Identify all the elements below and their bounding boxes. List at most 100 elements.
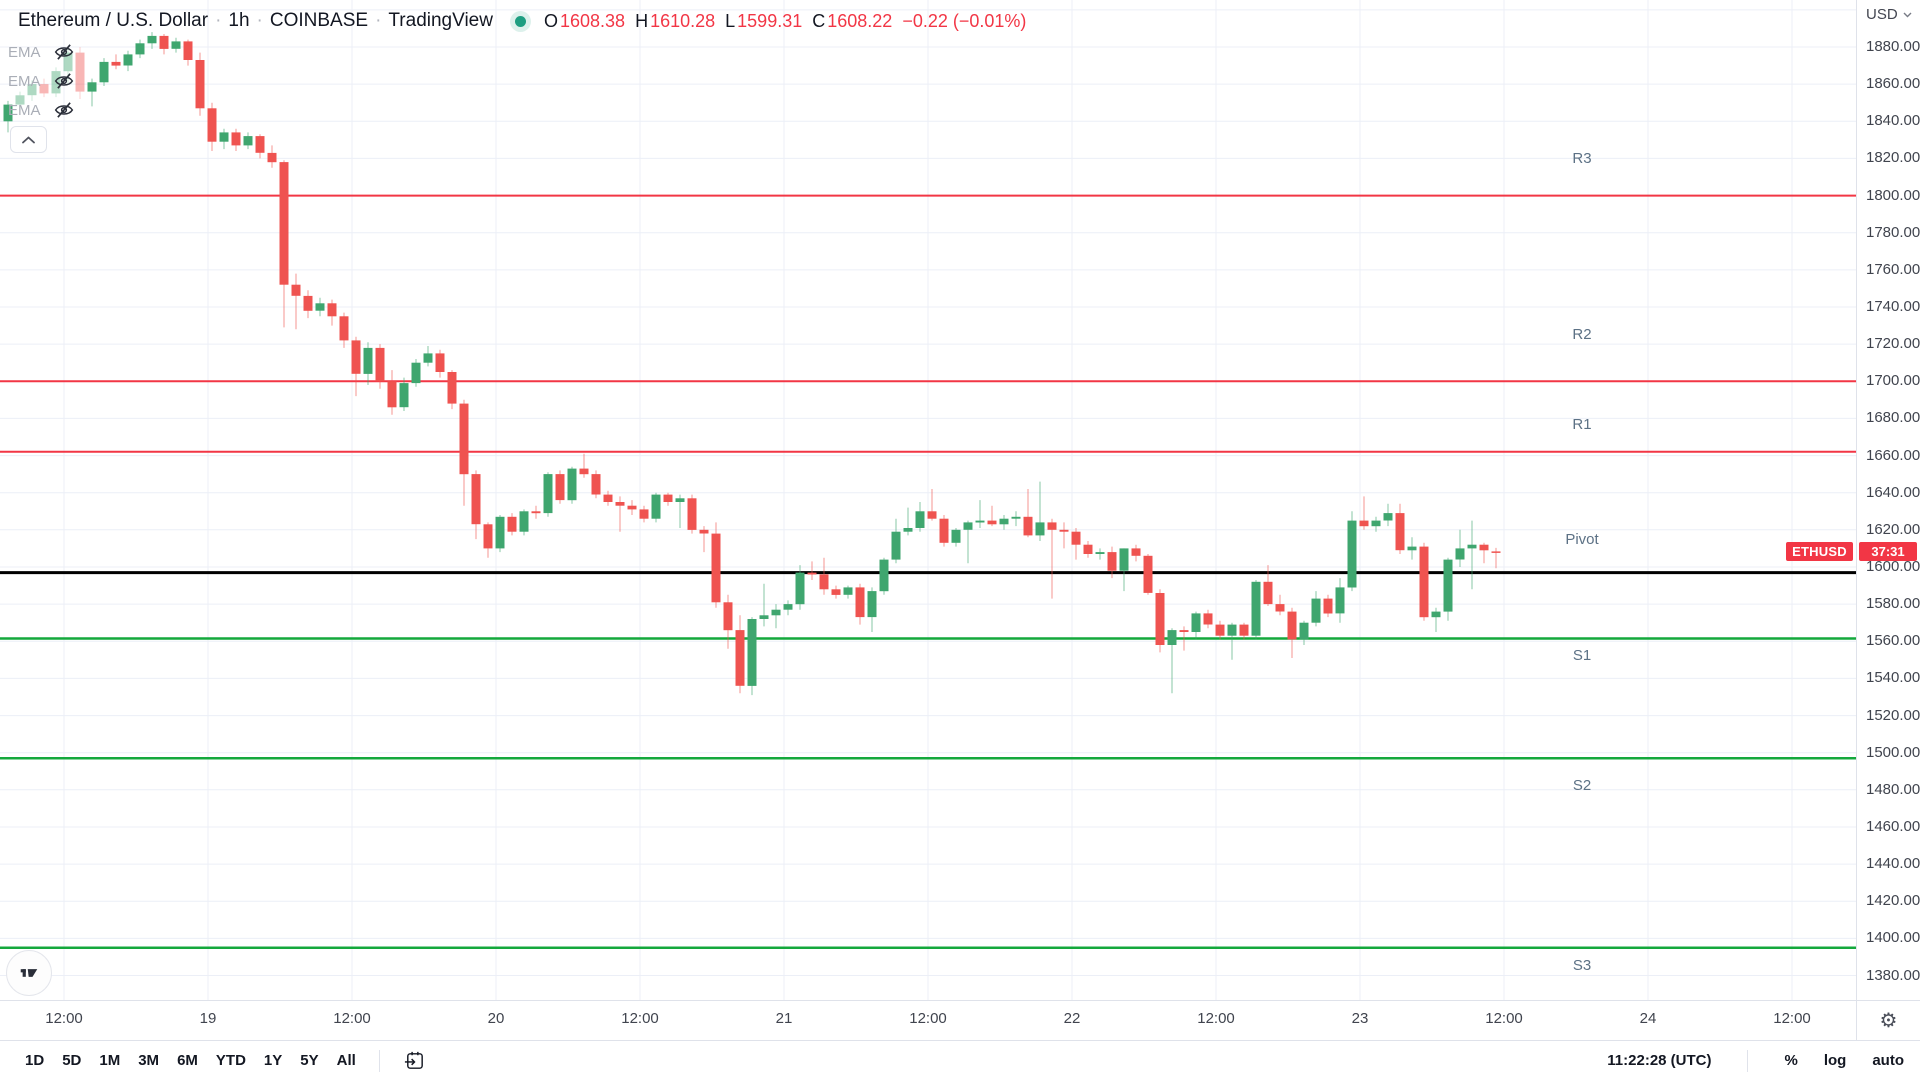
- ema-label: EMA: [8, 43, 41, 61]
- range-button-3m[interactable]: 3M: [138, 1051, 160, 1069]
- pivot-label-r1: R1: [1572, 415, 1592, 433]
- calendar-goto-icon: [404, 1051, 423, 1069]
- price-tick: 1580.00: [1866, 595, 1920, 613]
- price-tick: 1500.00: [1866, 743, 1920, 761]
- time-tick: 23: [1351, 1010, 1369, 1027]
- toolbar-divider: [1747, 1049, 1749, 1072]
- percent-scale-toggle[interactable]: %: [1784, 1052, 1798, 1069]
- price-tick: 1520.00: [1866, 706, 1920, 724]
- pivot-label-r3: R3: [1572, 149, 1592, 167]
- price-tick: 1440.00: [1866, 855, 1920, 873]
- candlestick-chart[interactable]: [0, 0, 1856, 1005]
- time-tick: 12:00: [1197, 1010, 1235, 1027]
- ohlc-readout: O 1608.38 H 1610.28 L 1599.31 C 1608.22 …: [544, 11, 1026, 32]
- indicator-row-ema-2[interactable]: EMA: [8, 69, 74, 93]
- range-button-all[interactable]: All: [336, 1051, 356, 1069]
- time-tick: 12:00: [333, 1010, 371, 1027]
- low-value: 1599.31: [737, 10, 803, 31]
- range-button-5y[interactable]: 5Y: [300, 1051, 319, 1069]
- indicator-row-ema-1[interactable]: EMA: [8, 40, 74, 64]
- price-tick: 1620.00: [1866, 520, 1920, 538]
- chart-area[interactable]: Ethereum / U.S. Dollar · 1h · COINBASE ·…: [0, 0, 1856, 1000]
- range-button-5d[interactable]: 5D: [62, 1051, 82, 1069]
- symbol-title[interactable]: Ethereum / U.S. Dollar: [18, 10, 209, 31]
- range-button-1y[interactable]: 1Y: [263, 1051, 283, 1069]
- open-value: 1608.38: [559, 10, 626, 31]
- toolbar-divider: [378, 1049, 380, 1072]
- range-button-1d[interactable]: 1D: [25, 1051, 45, 1069]
- pivot-label-s1: S1: [1572, 647, 1592, 665]
- interval-label[interactable]: 1h: [228, 10, 250, 31]
- last-price-symbol-tag: ETHUSD: [1786, 542, 1853, 562]
- price-tick: 1420.00: [1866, 892, 1920, 910]
- range-button-1m[interactable]: 1M: [99, 1051, 121, 1069]
- price-tick: 1880.00: [1866, 38, 1920, 55]
- time-axis[interactable]: 12:00 19 12:00 20 12:00 21 12:00 22 12:00 23 12:00…: [0, 1000, 1856, 1040]
- legend-separator: ·: [256, 10, 263, 31]
- price-tick: 1680.00: [1866, 409, 1920, 427]
- open-label: O: [543, 10, 558, 31]
- time-tick: 12:00: [45, 1010, 83, 1027]
- price-tick: 1720.00: [1866, 335, 1920, 353]
- gear-icon[interactable]: ⚙: [1879, 1009, 1898, 1032]
- eye-hidden-icon[interactable]: [54, 100, 74, 120]
- pivot-label-s3: S3: [1572, 956, 1592, 974]
- collapse-legend-button[interactable]: [10, 126, 47, 153]
- bar-countdown-badge: 37:31: [1859, 542, 1917, 562]
- price-tick: 1460.00: [1866, 817, 1920, 835]
- price-tick: 1400.00: [1866, 929, 1920, 947]
- time-tick: 19: [199, 1010, 217, 1027]
- go-to-date-button[interactable]: [394, 1045, 435, 1076]
- pivot-label-r2: R2: [1572, 326, 1592, 344]
- auto-scale-toggle[interactable]: auto: [1872, 1052, 1904, 1069]
- range-button-6m[interactable]: 6M: [177, 1051, 198, 1069]
- pivot-label-pivot: Pivot: [1565, 530, 1599, 548]
- bottom-toolbar: 1D 5D 1M 3M 6M YTD 1Y 5Y All 11:22:28 (UTC) % lo…: [0, 1040, 1920, 1080]
- price-tick: 1600.00: [1866, 557, 1920, 575]
- time-tick: 22: [1063, 1010, 1081, 1027]
- price-tick: 1840.00: [1866, 112, 1920, 130]
- tradingview-logo[interactable]: [6, 950, 52, 996]
- indicator-row-ema-3[interactable]: EMA: [8, 98, 74, 122]
- toolbar-right-group: 11:22:28 (UTC) % log auto: [1607, 1049, 1904, 1072]
- price-tick: 1820.00: [1866, 149, 1920, 167]
- price-tick: 1480.00: [1866, 780, 1920, 798]
- price-tick: 1700.00: [1866, 372, 1920, 390]
- close-value: 1608.22: [827, 10, 893, 31]
- price-tick: 1560.00: [1866, 632, 1920, 650]
- chart-legend-header: Ethereum / U.S. Dollar · 1h · COINBASE ·…: [18, 6, 1026, 36]
- range-button-ytd[interactable]: YTD: [215, 1051, 246, 1069]
- price-tick: 1740.00: [1866, 297, 1920, 315]
- market-status-dot: [514, 15, 526, 27]
- currency-selector[interactable]: USD: [1866, 6, 1912, 23]
- time-tick: 21: [775, 1010, 793, 1027]
- axis-settings-corner: ⚙: [1856, 1000, 1920, 1040]
- price-tick: 1380.00: [1866, 966, 1920, 984]
- clock-timezone[interactable]: 11:22:28 (UTC): [1607, 1052, 1712, 1069]
- time-tick: 12:00: [909, 1010, 947, 1027]
- eye-hidden-icon[interactable]: [54, 42, 74, 62]
- legend-separator: ·: [375, 10, 382, 31]
- price-tick: 1860.00: [1866, 75, 1920, 93]
- price-tick: 1800.00: [1866, 186, 1920, 204]
- eye-hidden-icon[interactable]: [54, 71, 74, 91]
- exchange-label: COINBASE: [269, 10, 369, 31]
- close-label: C: [812, 10, 826, 31]
- currency-label: USD: [1866, 6, 1898, 23]
- price-tick: 1540.00: [1866, 669, 1920, 687]
- time-tick: 12:00: [621, 1010, 659, 1027]
- platform-label: TradingView: [388, 10, 493, 31]
- time-tick: 12:00: [1773, 1010, 1811, 1027]
- price-tick: 1780.00: [1866, 223, 1920, 241]
- price-axis[interactable]: USD 1880.00 1860.00 1840.00 1820.00 1800.00 1…: [1856, 0, 1920, 1000]
- pivot-label-s2: S2: [1572, 777, 1592, 795]
- legend-separator: ·: [215, 10, 222, 31]
- ema-label: EMA: [8, 101, 41, 119]
- time-tick: 20: [487, 1010, 505, 1027]
- log-scale-toggle[interactable]: log: [1823, 1052, 1847, 1069]
- tv-logo-icon: [20, 969, 38, 977]
- price-tick: 1660.00: [1866, 446, 1920, 464]
- chevron-down-icon: [1903, 12, 1912, 17]
- high-value: 1610.28: [650, 10, 716, 31]
